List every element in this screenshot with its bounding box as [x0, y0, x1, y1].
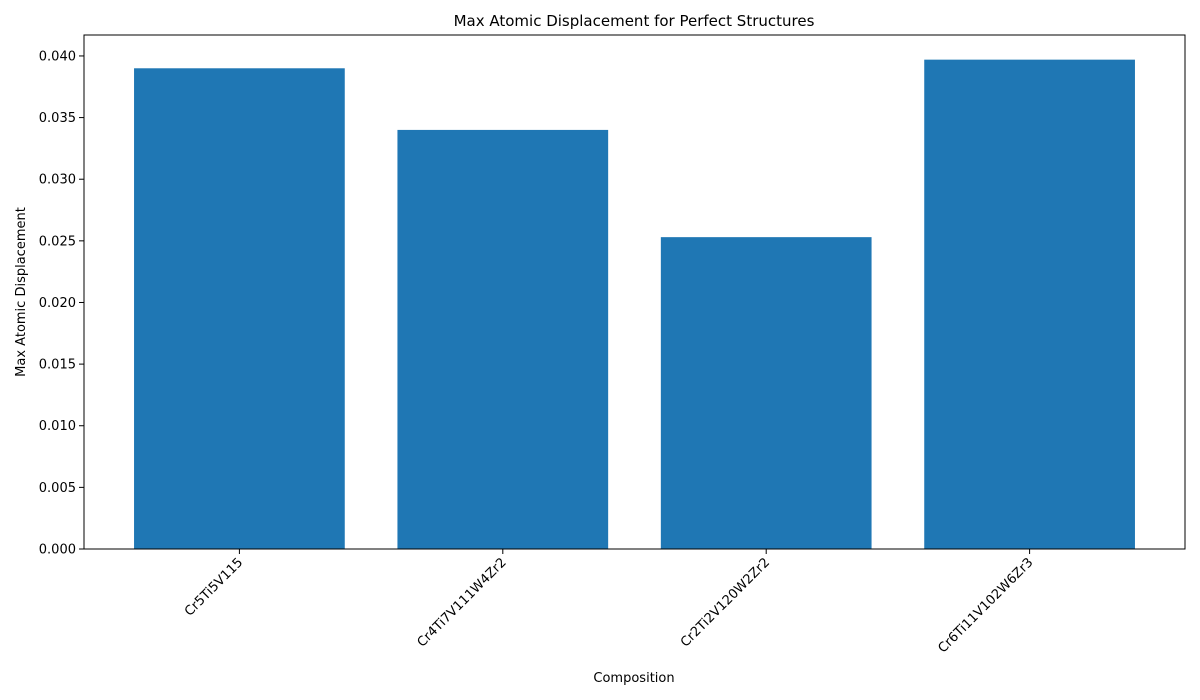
chart-title: Max Atomic Displacement for Perfect Stru…	[454, 12, 815, 30]
x-axis-label: Composition	[593, 671, 674, 686]
y-tick-label: 0.025	[39, 234, 76, 249]
bar-2	[397, 129, 609, 550]
x-tick-label: Cr4Ti7V111W4Zr2	[415, 555, 510, 650]
bar-4	[924, 59, 1135, 549]
x-tick-label: Cr5Ti5V115	[182, 555, 246, 619]
plot-frame	[83, 34, 1186, 550]
bar-3	[660, 237, 872, 549]
y-tick-label: 0.035	[39, 111, 76, 126]
x-tick-label: Cr6Ti11V102W6Zr3	[935, 555, 1036, 656]
x-axis: Cr5Ti5V115 Cr4Ti7V111W4Zr2 Cr2Ti2V120W2Zr2…	[182, 549, 1036, 656]
x-tick-label: Cr2Ti2V120W2Zr2	[678, 555, 773, 650]
y-axis-label: Max Atomic Displacement	[14, 207, 29, 377]
y-tick-label: 0.040	[39, 49, 76, 64]
bar-1	[134, 68, 345, 549]
y-axis: 0.000 0.005 0.010 0.015 0.020 0.025 0.030 0.035…	[39, 49, 84, 558]
y-tick-label: 0.000	[39, 543, 76, 558]
y-tick-label: 0.020	[39, 296, 76, 311]
y-tick-label: 0.015	[39, 358, 76, 373]
y-tick-label: 0.010	[39, 419, 76, 434]
y-tick-label: 0.005	[39, 481, 76, 496]
bars	[134, 59, 1135, 550]
y-tick-label: 0.030	[39, 173, 76, 188]
